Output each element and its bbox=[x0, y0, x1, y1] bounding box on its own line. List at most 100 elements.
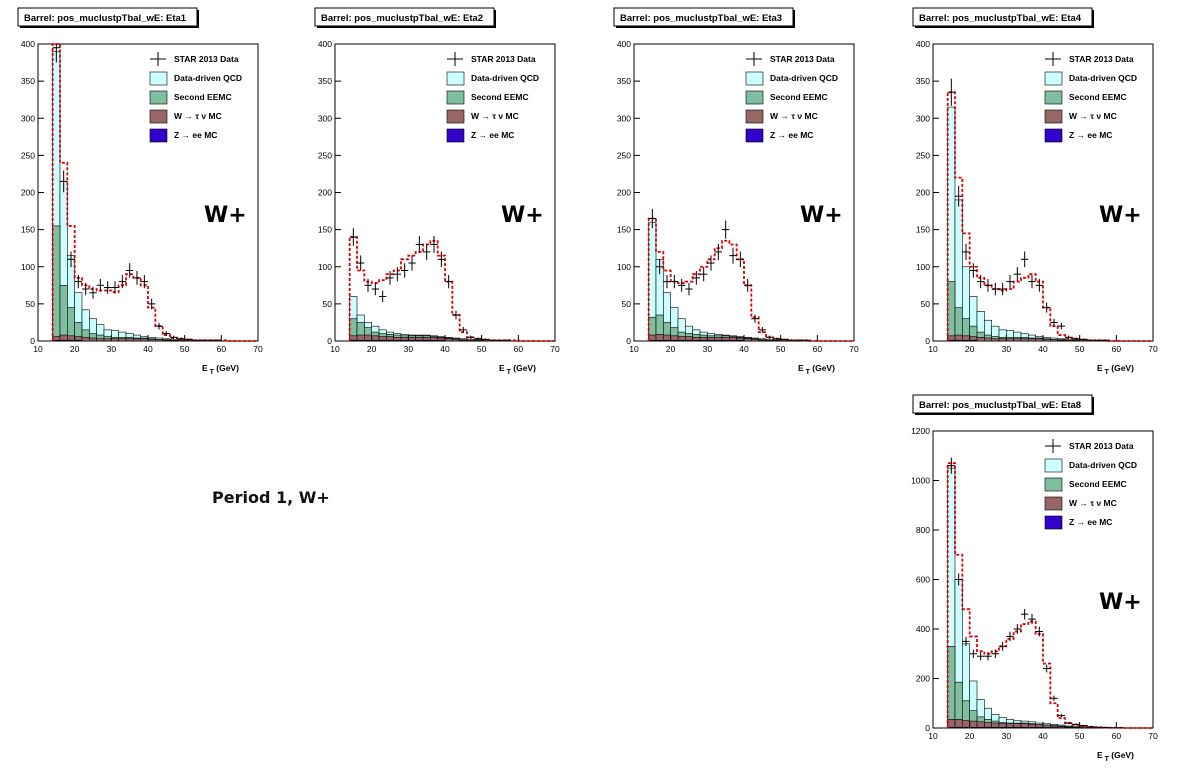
data-point bbox=[648, 208, 656, 229]
x-tick-label: 60 bbox=[217, 344, 227, 354]
stack-bar-wtau bbox=[758, 339, 767, 342]
plot-frame bbox=[633, 43, 855, 342]
stack-bar-zee bbox=[736, 339, 745, 342]
stack-bar-wtau bbox=[111, 338, 119, 342]
title-shadow bbox=[616, 26, 795, 28]
stack-bar-zee bbox=[1006, 726, 1014, 729]
period-caption: Period 1, W+ bbox=[212, 488, 330, 507]
stack-bar-wtau bbox=[103, 338, 112, 342]
stack-bar-zee bbox=[655, 339, 664, 342]
data-point bbox=[126, 263, 134, 278]
data-point bbox=[1006, 631, 1014, 642]
title-shadow bbox=[20, 26, 199, 28]
data-point bbox=[67, 251, 75, 268]
data-point bbox=[357, 255, 365, 271]
data-point bbox=[184, 338, 192, 341]
stack-bar-wtau bbox=[998, 338, 1007, 342]
data-point bbox=[437, 251, 445, 268]
data-point bbox=[364, 278, 372, 292]
y-tick-label: 0 bbox=[327, 336, 332, 346]
stack-bar-zee bbox=[378, 339, 387, 342]
data-point bbox=[1021, 251, 1029, 268]
data-point bbox=[977, 274, 985, 289]
legend-swatch bbox=[446, 71, 465, 86]
stack-bar-wtau bbox=[1050, 339, 1058, 342]
data-point bbox=[1072, 723, 1080, 726]
data-point bbox=[89, 286, 97, 299]
chart-title-box: Barrel: pos_muclustpTbal_wE: Eta4 bbox=[912, 7, 1094, 28]
y-tick-label: 400 bbox=[318, 39, 332, 49]
data-point bbox=[788, 339, 796, 341]
stack-bar-zee bbox=[721, 339, 730, 342]
stack-bar-wtau bbox=[133, 338, 141, 342]
legend: STAR 2013 Data Data-driven QCD Second EEMC… bbox=[745, 52, 838, 143]
x-tick-label: 10 bbox=[33, 344, 43, 354]
stack-bar-zee bbox=[729, 339, 737, 342]
y-tick-label: 1000 bbox=[911, 476, 930, 486]
x-tick-label: 40 bbox=[143, 344, 153, 354]
stack-bar-zee bbox=[677, 339, 686, 342]
stack-bar-zee bbox=[692, 339, 701, 342]
legend-label: Data-driven QCD bbox=[1069, 460, 1137, 470]
data-point bbox=[773, 337, 781, 341]
data-point bbox=[962, 243, 970, 261]
x-tick-label: 10 bbox=[330, 344, 340, 354]
stack-bar-zee bbox=[74, 339, 83, 342]
y-tick-label: 300 bbox=[21, 113, 35, 123]
y-tick-label: 200 bbox=[617, 188, 631, 198]
data-point bbox=[1043, 302, 1051, 313]
chart-title: Barrel: pos_muclustpTbal_wE: Eta1 bbox=[24, 13, 187, 24]
data-point bbox=[467, 335, 475, 339]
y-tick-label: 300 bbox=[318, 113, 332, 123]
data-point bbox=[999, 282, 1007, 296]
data-point bbox=[452, 310, 460, 320]
y-tick-label: 250 bbox=[916, 150, 930, 160]
legend-label: Z → ee MC bbox=[471, 130, 514, 140]
legend: STAR 2013 Data Data-driven QCD Second EEMC… bbox=[1044, 52, 1137, 143]
data-point bbox=[707, 255, 715, 271]
chart-eta1: Barrel: pos_muclustpTbal_wE: Eta1 10 20 30 4… bbox=[17, 7, 263, 376]
legend-swatch bbox=[1044, 128, 1063, 143]
x-tick-label: 50 bbox=[1075, 344, 1085, 354]
legend-swatch bbox=[446, 128, 465, 143]
stack-bar-eemc bbox=[1072, 339, 1080, 342]
data-point bbox=[947, 78, 955, 106]
data-point bbox=[1065, 335, 1073, 339]
stack-bar-eemc bbox=[947, 281, 956, 342]
legend-swatch bbox=[1044, 71, 1063, 86]
stack-bar-zee bbox=[1028, 726, 1036, 729]
stack-bar-wtau bbox=[976, 336, 985, 342]
stack-bar-wtau bbox=[147, 339, 156, 342]
data-point bbox=[474, 337, 482, 341]
chart-panel-eta3: Barrel: pos_muclustpTbal_wE: Eta3 10 20 30 4… bbox=[613, 7, 884, 380]
x-tick-label: 60 bbox=[1112, 731, 1122, 741]
data-point bbox=[1079, 724, 1087, 727]
x-tick-label: 30 bbox=[404, 344, 414, 354]
x-tick-label: 50 bbox=[776, 344, 786, 354]
x-tick-label: 20 bbox=[965, 344, 975, 354]
data-point bbox=[736, 251, 744, 268]
stack-bar-eemc bbox=[947, 646, 956, 729]
data-point bbox=[379, 290, 387, 303]
data-point bbox=[96, 278, 104, 292]
stack-bar-wtau bbox=[96, 338, 105, 342]
data-point bbox=[714, 243, 722, 261]
data-point bbox=[758, 326, 766, 333]
stack-bar-zee bbox=[670, 339, 679, 342]
x-tick-label: 30 bbox=[1002, 344, 1012, 354]
stack-bar-zee bbox=[984, 726, 992, 729]
x-tick-label: 40 bbox=[440, 344, 450, 354]
stack-bar-zee bbox=[364, 339, 372, 342]
y-tick-label: 400 bbox=[617, 39, 631, 49]
stack-bar-zee bbox=[947, 726, 956, 729]
x-tick-label: 60 bbox=[813, 344, 823, 354]
data-point bbox=[1087, 726, 1095, 728]
y-tick-label: 0 bbox=[925, 723, 930, 733]
stack-bar-eemc bbox=[59, 285, 68, 342]
stack-bar-wtau bbox=[155, 339, 163, 342]
stack-bar-eemc bbox=[474, 339, 482, 342]
stack-bar-zee bbox=[371, 339, 380, 342]
x-axis-label: E T (GeV) bbox=[798, 363, 835, 376]
data-point bbox=[1057, 322, 1065, 330]
x-tick-label: 70 bbox=[849, 344, 859, 354]
